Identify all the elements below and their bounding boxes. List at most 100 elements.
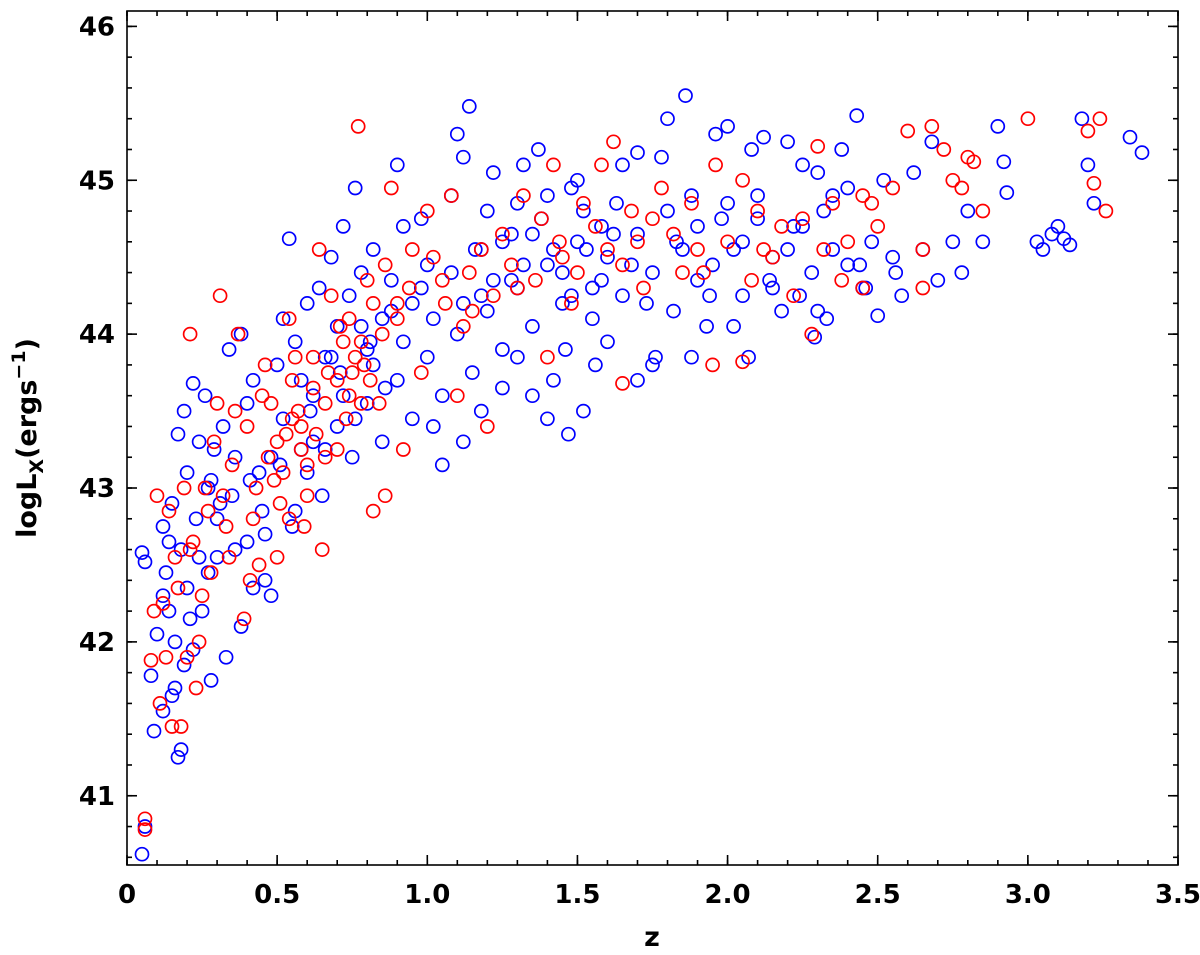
series-1-point-145 <box>224 488 240 504</box>
series-1-point-112 <box>825 242 841 257</box>
series-2-point-93 <box>966 154 982 170</box>
series-2-point-35 <box>311 242 327 257</box>
series-1-point-100 <box>735 288 750 304</box>
series-1-point-114 <box>840 180 856 196</box>
series-2-point-27 <box>269 434 285 450</box>
series-2-point-119 <box>266 472 282 488</box>
series-1-point-162 <box>404 411 420 427</box>
series-2-point-22 <box>239 419 255 434</box>
series-2-point-120 <box>260 449 276 465</box>
series-2-point-107 <box>464 303 480 319</box>
series-1-point-141 <box>1086 195 1102 211</box>
series-2-point-10 <box>179 649 195 665</box>
x-tick-label: 3.5 <box>1155 880 1200 910</box>
x-tick-label: 2.0 <box>705 880 751 910</box>
series-2-point-1 <box>137 811 153 827</box>
series-1-point-236 <box>182 611 198 627</box>
series-2-point-133 <box>182 542 198 557</box>
series-1-point-186 <box>765 280 780 296</box>
series-2-point-23 <box>245 511 261 527</box>
series-1-point-219 <box>200 565 216 580</box>
series-1-point-82 <box>600 334 615 350</box>
series-2-point-88 <box>924 119 940 134</box>
series-2-point-109 <box>413 365 429 380</box>
series-2-point-61 <box>564 296 579 311</box>
series-2-point-68 <box>654 180 669 196</box>
series-1-point-194 <box>293 372 309 388</box>
y-tick-label: 41 <box>79 782 115 812</box>
series-1-point-199 <box>365 357 381 373</box>
series-1-point-249 <box>807 329 823 345</box>
series-2-point-127 <box>215 488 231 504</box>
y-tick-label: 44 <box>79 320 115 350</box>
series-1-point-10 <box>170 749 186 765</box>
series-2-point-5 <box>149 488 165 504</box>
series-1-point-213 <box>576 203 591 219</box>
series-1-point-71 <box>516 157 531 173</box>
series-1-point-248 <box>792 288 807 304</box>
series-1-point-39 <box>299 296 315 311</box>
series-2-point-26 <box>263 396 279 411</box>
series-1-point-155 <box>299 465 315 480</box>
series-1-point-251 <box>852 257 868 273</box>
series-1-point-201 <box>395 334 411 350</box>
series-2-point-50 <box>419 203 435 219</box>
series-2-point-63 <box>594 157 609 173</box>
series-2-point-82 <box>840 234 856 250</box>
series-1-point-205 <box>455 296 471 311</box>
series-1-point-9 <box>164 688 180 704</box>
series-1-point-65 <box>473 288 489 304</box>
series-1-point-88 <box>645 357 660 373</box>
series-2-point-8 <box>164 719 180 734</box>
series-2-point-122 <box>248 480 264 496</box>
series-2-point-69 <box>666 226 681 242</box>
series-2-point-161 <box>765 249 780 265</box>
series-1-point-47 <box>347 180 363 196</box>
series-1-point-193 <box>275 411 291 427</box>
series-2-point-17 <box>206 434 222 450</box>
series-1-point-178 <box>645 265 660 280</box>
series-1-point-127 <box>954 265 970 280</box>
series-2-point-86 <box>900 123 916 139</box>
series-2-point-152 <box>552 234 567 250</box>
y-axis-title-sub: X <box>26 459 48 474</box>
series-2-point-51 <box>434 272 450 288</box>
y-axis-title-unit-close: ) <box>12 338 43 350</box>
series-1-point-228 <box>332 365 348 380</box>
series-1-point-75 <box>546 372 561 388</box>
series-1-point-98 <box>720 119 735 134</box>
series-2-point-139 <box>329 442 345 457</box>
series-1-point-64 <box>467 242 483 257</box>
series-1-point-161 <box>389 372 405 388</box>
series-1-point-36 <box>281 231 297 247</box>
series-2-point-112 <box>371 396 387 411</box>
series-2-point-58 <box>534 211 549 227</box>
series-2-point-83 <box>855 188 871 203</box>
series-1-point-63 <box>461 99 477 114</box>
series-2-point-53 <box>455 319 471 334</box>
series-1-point-93 <box>684 188 699 203</box>
series-2-point-147 <box>437 296 453 311</box>
series-1-point-188 <box>795 219 810 234</box>
series-2-point-106 <box>479 419 495 434</box>
series-1-point-244 <box>702 288 717 304</box>
series-1-point-12 <box>167 680 183 696</box>
series-1-point-124 <box>924 134 940 150</box>
series-2-point-74 <box>735 172 750 188</box>
series-1-point-198 <box>353 319 369 334</box>
series-1-point-261 <box>455 434 471 450</box>
series-1-point-19 <box>179 465 195 480</box>
series-1-point-156 <box>314 488 330 504</box>
series-1-point-223 <box>257 526 273 542</box>
series-1-point-113 <box>834 142 850 157</box>
series-1-point-28 <box>233 326 249 342</box>
series-1-point-117 <box>864 234 880 250</box>
series-2-point-6 <box>152 696 168 711</box>
series-1-point-34 <box>269 357 285 373</box>
series-1-point-167 <box>479 303 495 319</box>
series-1-point-148 <box>194 603 210 619</box>
series-2-point-54 <box>473 242 489 257</box>
series-1-point-253 <box>888 265 904 280</box>
series-2-point-91 <box>954 180 970 196</box>
series-1-point-154 <box>284 519 300 534</box>
